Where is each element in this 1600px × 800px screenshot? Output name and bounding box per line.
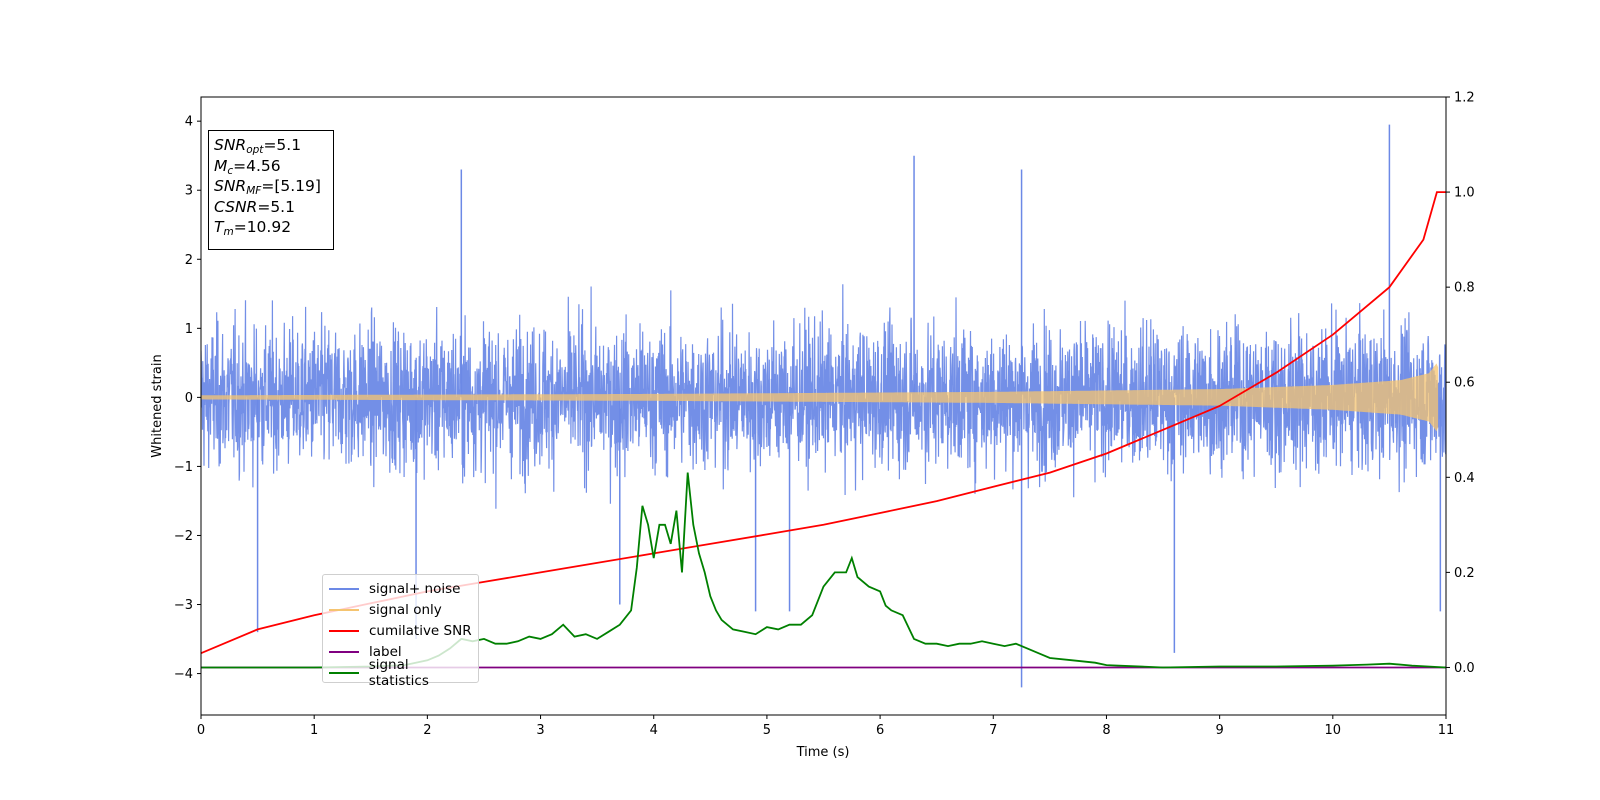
plot-frame: [200, 96, 1447, 716]
annotation-box: SNRopt=5.1 Mc=4.56 SNRMF=[5.19] CSNR=5.1…: [208, 130, 334, 250]
legend-swatch: [329, 608, 359, 611]
annotation-snr-mf: SNRMF=[5.19]: [214, 177, 321, 197]
x-tick-label: 0: [197, 723, 205, 738]
x-tick-label: 11: [1438, 723, 1455, 738]
x-tick-label: 1: [310, 723, 318, 738]
y-tick-label: −3: [174, 598, 193, 613]
signal-statistics-line: [201, 472, 1446, 669]
x-tick-label: 8: [1102, 723, 1110, 738]
signal-only-series: [201, 363, 1439, 432]
legend-item-signal-statistics: signal statistics: [329, 657, 472, 689]
legend-item-signal-noise: signal+ noise: [329, 578, 472, 599]
legend-swatch: [329, 671, 359, 674]
annotation-mc: Mc=4.56: [214, 156, 281, 177]
legend-swatch: [329, 629, 359, 632]
y-tick-label: −1: [174, 460, 193, 475]
y-right-tick-label: 1.0: [1454, 186, 1475, 201]
annotation-tm: Tm=10.92: [214, 218, 292, 238]
y-right-tick-label: 0.0: [1454, 661, 1475, 676]
x-tick-label: 10: [1325, 723, 1342, 738]
legend-item-label: label: [329, 641, 472, 662]
annotation-snr-opt: SNRopt=5.1: [214, 136, 302, 156]
x-axis-label: Time (s): [796, 745, 850, 760]
y-tick-label: 1: [185, 322, 193, 337]
y-right-tick-label: 0.4: [1454, 471, 1475, 486]
signal-only-band: [201, 363, 1439, 432]
legend-item-cumulative-snr: cumilative SNR: [329, 620, 472, 641]
y-right-tick-label: 0.2: [1454, 566, 1475, 581]
legend-swatch: [329, 587, 359, 590]
y-tick-label: 3: [185, 184, 193, 199]
annotation-csnr: CSNR=5.1: [214, 197, 295, 216]
y-right-tick-label: 0.8: [1454, 281, 1475, 296]
x-tick-label: 5: [763, 723, 771, 738]
x-tick-label: 2: [423, 723, 431, 738]
x-tick-label: 7: [989, 723, 997, 738]
legend-swatch: [329, 650, 359, 653]
y-axis-label: Whitened strain: [150, 354, 165, 457]
y-tick-label: −2: [174, 529, 193, 544]
x-tick-label: 3: [536, 723, 544, 738]
y-tick-label: −4: [174, 667, 193, 682]
y-tick-label: 2: [185, 253, 193, 268]
y-right-tick-label: 0.6: [1454, 376, 1475, 391]
y-right-tick-label: 1.2: [1454, 91, 1475, 106]
y-tick-label: 0: [185, 391, 193, 406]
legend: signal+ noise signal only cumilative SNR…: [322, 574, 479, 689]
axes: 0 1 2 3 4 5 6 7 8 9 10 1143210−1−2−3−41.21.00.80.60…: [174, 91, 1475, 739]
legend-item-signal-only: signal only: [329, 599, 472, 620]
x-tick-label: 6: [876, 723, 884, 738]
x-tick-label: 9: [1215, 723, 1223, 738]
y-tick-label: 4: [185, 115, 193, 130]
x-tick-label: 4: [650, 723, 658, 738]
